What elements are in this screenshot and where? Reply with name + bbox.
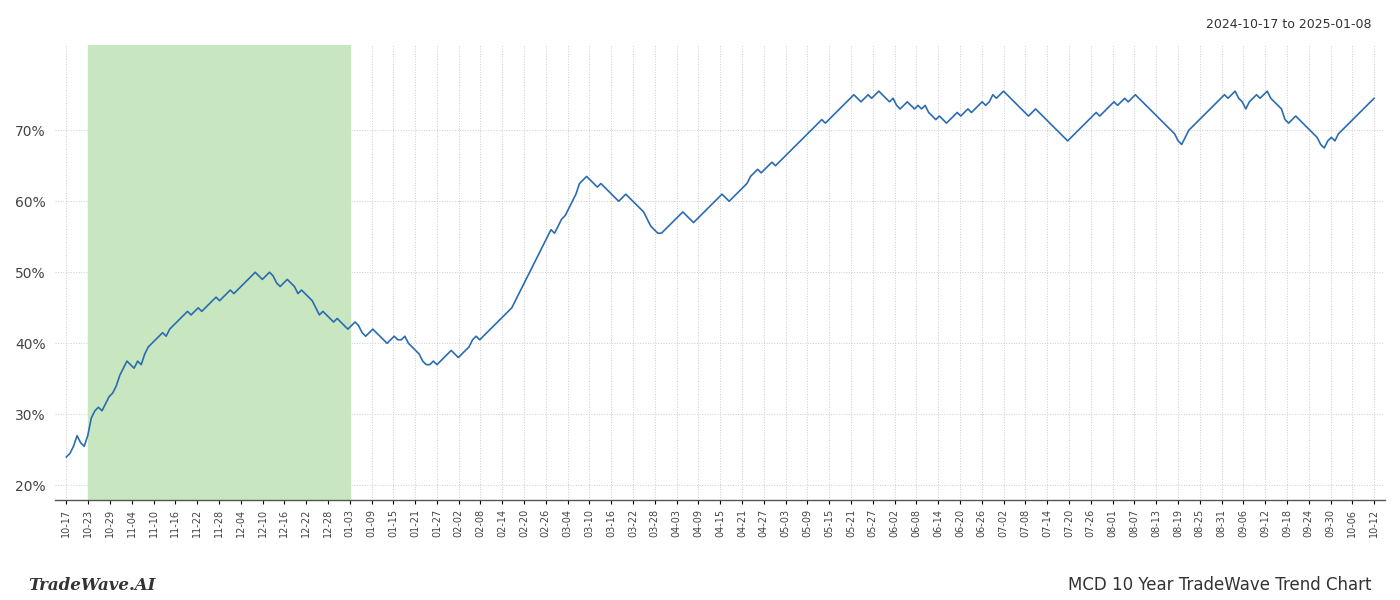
Bar bbox=[88, 45, 350, 500]
Text: MCD 10 Year TradeWave Trend Chart: MCD 10 Year TradeWave Trend Chart bbox=[1068, 576, 1372, 594]
Text: TradeWave.AI: TradeWave.AI bbox=[28, 577, 155, 594]
Text: 2024-10-17 to 2025-01-08: 2024-10-17 to 2025-01-08 bbox=[1207, 18, 1372, 31]
